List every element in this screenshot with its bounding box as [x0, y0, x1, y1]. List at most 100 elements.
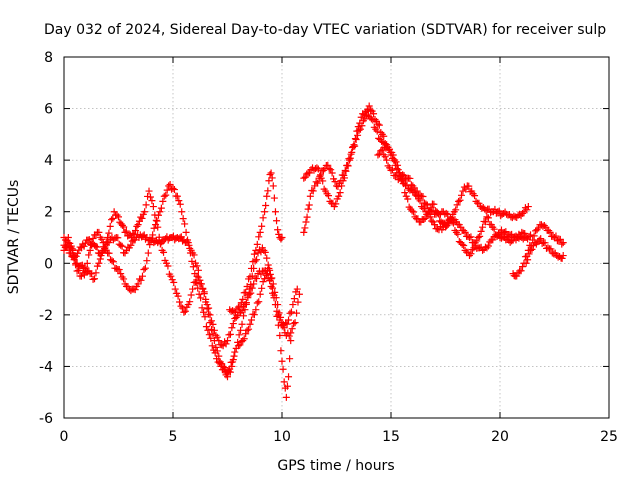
data-point	[243, 326, 251, 334]
data-point	[118, 242, 126, 250]
data-point	[108, 257, 116, 265]
data-point	[206, 319, 214, 327]
data-point	[319, 177, 327, 185]
data-point	[122, 227, 130, 235]
data-point	[221, 364, 229, 372]
series-track-10	[522, 235, 567, 267]
data-point	[228, 362, 236, 370]
data-point	[474, 234, 482, 241]
data-point	[160, 248, 168, 256]
data-point	[256, 290, 264, 298]
data-point	[174, 292, 182, 300]
data-point	[383, 156, 391, 164]
y-axis-label: SDTVAR / TECUs	[6, 180, 22, 295]
data-point	[269, 280, 277, 288]
data-point	[239, 312, 247, 320]
y-tick-label: 2	[44, 205, 53, 221]
data-point	[391, 172, 399, 180]
data-point	[261, 275, 269, 283]
x-tick-label: 0	[60, 429, 69, 445]
data-point	[231, 308, 239, 316]
data-point	[134, 280, 142, 288]
data-point	[274, 321, 282, 329]
data-point	[342, 167, 350, 175]
data-point	[314, 165, 322, 173]
data-point	[351, 142, 359, 150]
data-point	[265, 264, 273, 272]
y-tick-label: 0	[44, 256, 53, 272]
data-point	[101, 243, 109, 251]
data-point	[262, 202, 270, 210]
data-point	[132, 227, 140, 235]
data-point	[406, 174, 414, 182]
data-point	[238, 320, 246, 328]
x-tick-label: 10	[273, 429, 291, 445]
axis-ticks: 0 5 10 15 20 25 -6 -4 -2 0 2 4 6 8	[39, 50, 618, 445]
data-point	[473, 237, 481, 245]
data-point	[194, 266, 202, 274]
data-point	[461, 228, 469, 236]
x-tick-label: 5	[169, 429, 178, 445]
data-point	[467, 250, 475, 258]
data-point	[352, 136, 360, 144]
data-point	[219, 362, 227, 370]
data-point	[380, 132, 388, 140]
data-point	[334, 183, 342, 191]
data-point	[358, 122, 366, 130]
data-point	[272, 294, 280, 302]
data-point	[91, 275, 99, 283]
data-point	[235, 331, 243, 339]
data-point	[273, 217, 281, 225]
data-point	[290, 295, 298, 303]
data-point	[295, 290, 303, 298]
data-point	[312, 178, 320, 186]
data-point	[205, 310, 213, 318]
data-point	[267, 169, 275, 177]
data-point	[361, 115, 369, 123]
data-point	[404, 195, 412, 203]
data-point	[247, 264, 255, 272]
data-point	[74, 249, 82, 257]
data-point	[106, 222, 114, 230]
data-point	[325, 192, 333, 200]
data-point	[304, 205, 312, 213]
data-point	[237, 299, 245, 307]
data-point	[246, 320, 254, 328]
data-point	[141, 264, 149, 272]
data-point	[508, 237, 516, 245]
data-point	[154, 223, 162, 231]
data-point	[374, 120, 382, 128]
data-point	[423, 201, 431, 209]
data-point	[410, 208, 418, 216]
data-point	[105, 249, 113, 257]
y-tick-label: 4	[44, 153, 53, 169]
data-point	[274, 301, 282, 309]
data-point	[163, 186, 171, 194]
data-point	[533, 226, 541, 234]
data-point	[202, 298, 210, 306]
data-point	[258, 222, 266, 230]
data-point	[303, 213, 311, 221]
data-point	[252, 306, 260, 314]
data-point	[194, 284, 202, 292]
data-point	[291, 319, 299, 327]
data-point	[131, 286, 139, 294]
data-point	[115, 213, 122, 221]
data-point	[67, 244, 75, 252]
data-point	[253, 256, 261, 264]
data-point	[275, 230, 283, 238]
data-point	[193, 272, 201, 280]
data-point	[209, 330, 217, 338]
data-point	[228, 324, 236, 332]
data-point	[127, 241, 135, 249]
data-point	[270, 194, 278, 202]
data-point	[200, 290, 208, 298]
data-point	[243, 282, 251, 290]
data-point	[130, 231, 138, 239]
data-point	[247, 316, 255, 324]
data-point	[85, 236, 93, 244]
data-point	[93, 243, 101, 251]
data-point	[240, 335, 248, 343]
data-point	[378, 146, 386, 154]
